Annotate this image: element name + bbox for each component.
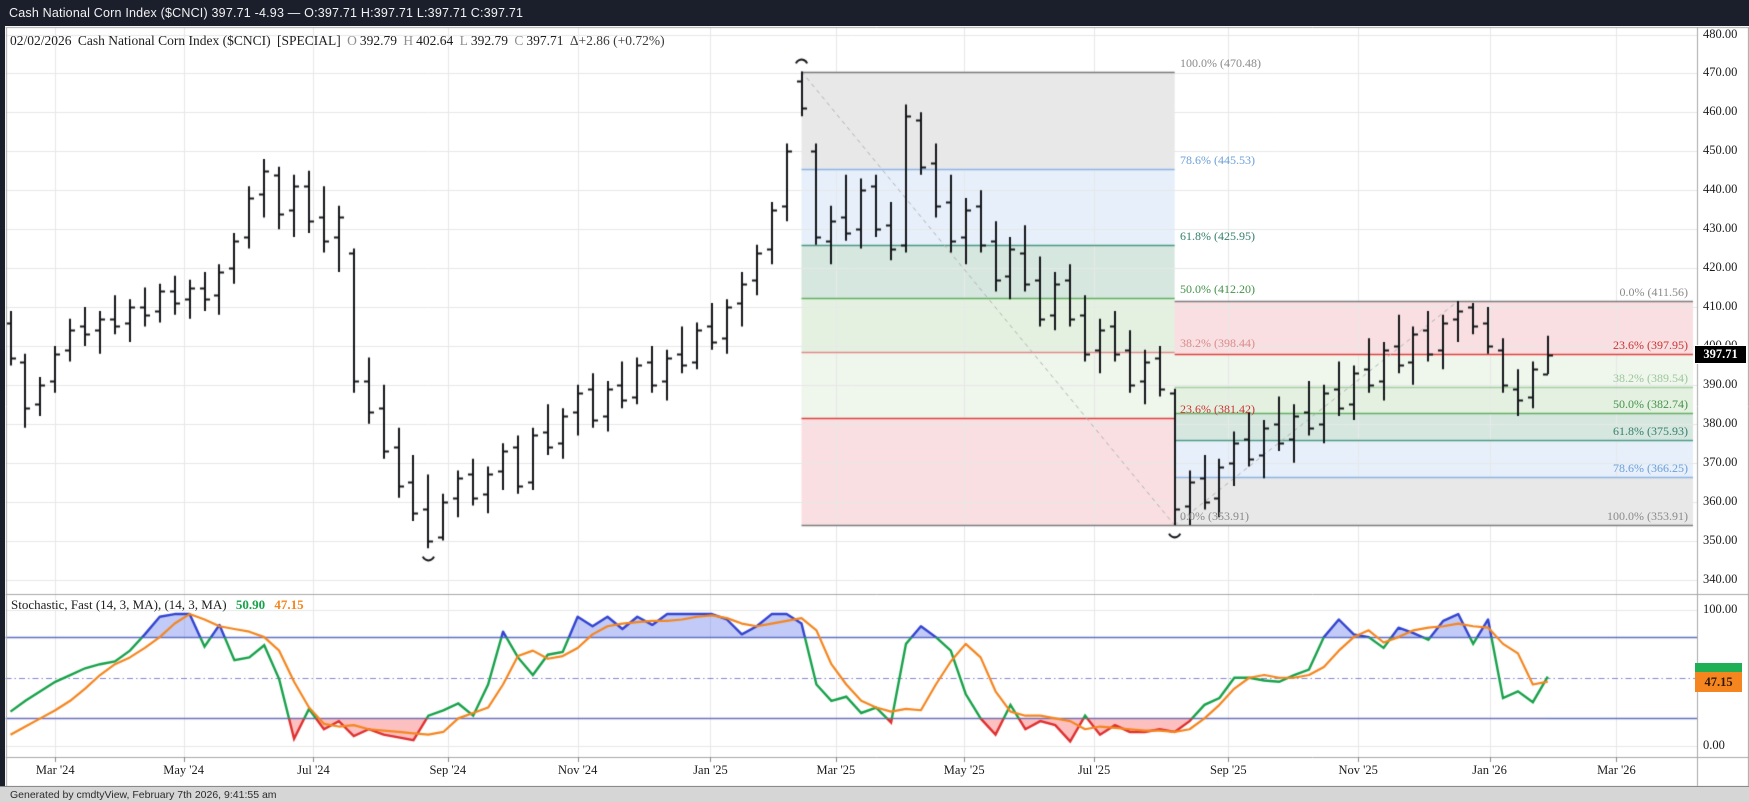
stochastic-d-axis-box: 47.15 <box>1695 671 1742 692</box>
x-axis-month-label: Jul '25 <box>1077 763 1111 777</box>
header-low-value: 392.79 <box>470 33 508 48</box>
window-title: Cash National Corn Index ($CNCI) 397.71 … <box>9 6 524 20</box>
stoch-axis-tick: 0.00 <box>1703 737 1725 752</box>
fib-level-label: 38.2% (389.54) <box>1613 370 1688 385</box>
x-axis-month-label: Mar '24 <box>35 763 75 777</box>
price-axis-tick: 450.00 <box>1703 143 1738 158</box>
fib-level-label: 78.6% (366.25) <box>1613 461 1688 476</box>
price-axis-tick: 340.00 <box>1703 571 1738 586</box>
price-axis-tick: 360.00 <box>1703 493 1738 508</box>
fib-level-label: 23.6% (397.95) <box>1613 337 1688 352</box>
x-axis-month-label: Jul '24 <box>297 763 330 777</box>
price-axis-tick: 370.00 <box>1703 454 1738 469</box>
price-axis-tick: 350.00 <box>1703 532 1738 547</box>
fib-level-label: 100.0% (470.48) <box>1180 55 1261 70</box>
price-axis-tick: 440.00 <box>1703 182 1738 197</box>
fib-level-label: 38.2% (398.44) <box>1180 336 1255 350</box>
fib-level-label: 50.0% (382.74) <box>1613 397 1688 412</box>
chart-header: 02/02/2026 Cash National Corn Index ($CN… <box>10 33 668 50</box>
fib-level-label: 23.6% (381.42) <box>1180 402 1255 417</box>
header-open-value: 392.79 <box>359 33 397 48</box>
header-special-tag: [SPECIAL] <box>276 33 341 48</box>
fib-level-label: 0.0% (353.91) <box>1180 509 1249 524</box>
fib-level-label: 78.6% (445.53) <box>1180 152 1255 167</box>
window-left-edge <box>0 26 5 786</box>
status-bar: Generated by cmdtyView, February 7th 202… <box>0 786 1749 802</box>
fib-level-label: 61.8% (425.95) <box>1180 228 1255 243</box>
x-axis-month-label: May '24 <box>163 763 205 777</box>
x-axis-month-label: May '25 <box>943 763 985 777</box>
stochastic-d-value: 47.15 <box>274 597 304 612</box>
header-date: 02/02/2026 <box>10 33 72 48</box>
x-axis-month-label: Nov '24 <box>557 763 598 777</box>
header-open-label: O <box>347 33 357 48</box>
x-axis-month-label: Sep '25 <box>1210 763 1247 777</box>
price-axis-tick: 380.00 <box>1703 415 1738 430</box>
header-high-label: H <box>403 33 414 48</box>
fib-level-label: 100.0% (353.91) <box>1607 509 1688 524</box>
header-symbol-name: Cash National Corn Index ($CNCI) <box>77 33 271 48</box>
price-axis-tick: 420.00 <box>1703 260 1738 275</box>
header-change-value: Δ+2.86 (+0.72%) <box>569 33 665 48</box>
x-axis-month-label: Jan '25 <box>693 763 728 777</box>
x-axis-month-label: Nov '25 <box>1338 763 1378 777</box>
header-close-label: C <box>514 33 524 48</box>
price-axis-tick: 480.00 <box>1703 26 1738 41</box>
price-axis-tick: 390.00 <box>1703 376 1738 391</box>
window-titlebar: Cash National Corn Index ($CNCI) 397.71 … <box>0 0 1749 26</box>
header-high-value: 402.64 <box>416 33 454 48</box>
x-axis-month-label: Sep '24 <box>429 763 467 777</box>
x-axis-month-label: Mar '26 <box>1597 763 1636 777</box>
stochastic-legend[interactable]: Stochastic, Fast (14, 3, MA), (14, 3, MA… <box>11 597 304 613</box>
status-text: Generated by cmdtyView, February 7th 202… <box>10 788 277 801</box>
stochastic-legend-title: Stochastic, Fast (14, 3, MA), (14, 3, MA… <box>11 597 227 612</box>
stoch-axis-tick: 100.00 <box>1703 602 1738 616</box>
header-close-value: 397.71 <box>526 33 564 48</box>
x-axis-month-label: Jan '26 <box>1472 763 1507 777</box>
stochastic-k-axis-box <box>1695 662 1742 672</box>
x-axis-month-label: Mar '25 <box>816 763 856 777</box>
price-axis-tick: 430.00 <box>1703 221 1738 236</box>
price-axis-tick: 410.00 <box>1703 299 1738 313</box>
price-axis-tick: 470.00 <box>1703 65 1738 80</box>
last-price-marker: 397.71 <box>1695 346 1746 364</box>
fib-level-label: 0.0% (411.56) <box>1619 284 1688 299</box>
header-low-label: L <box>459 33 468 48</box>
stochastic-k-value: 50.90 <box>235 597 266 612</box>
fib-level-label: 61.8% (375.93) <box>1613 423 1688 438</box>
price-axis-tick: 460.00 <box>1703 104 1738 119</box>
fib-level-label: 50.0% (412.20) <box>1180 282 1255 297</box>
